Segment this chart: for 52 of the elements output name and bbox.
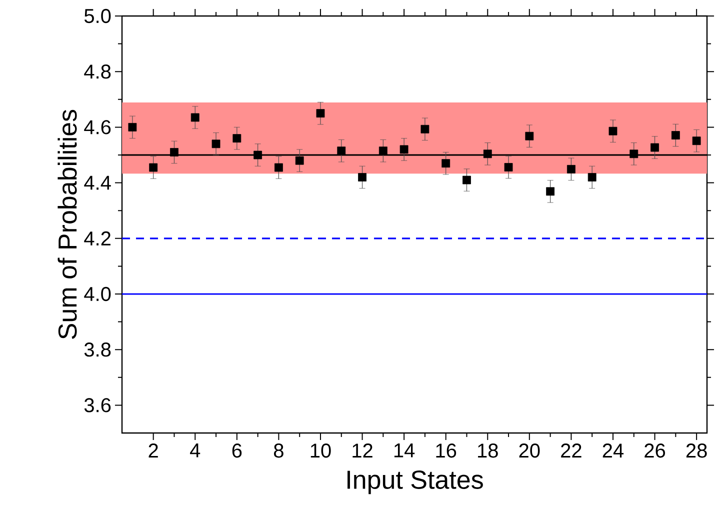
point [400, 145, 408, 154]
x-tick-label: 12 [352, 444, 372, 458]
x-tick-label: 18 [478, 444, 498, 458]
y-tick-label: 4.0 [84, 286, 111, 302]
x-tick-label: 14 [394, 444, 415, 458]
point [608, 126, 618, 136]
x-tick-label: 8 [274, 444, 284, 458]
point [274, 163, 283, 172]
point [567, 164, 576, 174]
x-tick-label: 26 [644, 444, 666, 458]
x-tick-label: 22 [561, 444, 582, 458]
y-tick-label: 4.6 [84, 120, 111, 134]
point [483, 150, 492, 158]
y-tick-label: 3.8 [84, 342, 111, 357]
point [316, 109, 325, 118]
y-tick-label: 5.0 [84, 8, 111, 24]
y-tick-label: 4.4 [84, 176, 111, 190]
x-tick-label: 20 [519, 444, 540, 458]
point [692, 136, 701, 146]
point [546, 187, 555, 196]
point [462, 176, 471, 184]
point [212, 140, 220, 148]
x-tick-label: 28 [686, 444, 707, 458]
point [630, 150, 638, 158]
y-axis-title: Sum of Probabilities [58, 110, 77, 339]
x-tick-label: 24 [602, 444, 624, 458]
point [504, 163, 513, 172]
y-tick-label: 4.2 [84, 231, 110, 246]
point [671, 131, 680, 140]
x-tick-label: 6 [232, 444, 242, 458]
x-tick-label: 2 [148, 444, 158, 458]
point [295, 156, 304, 165]
point [420, 124, 430, 134]
point [442, 159, 450, 168]
point [170, 148, 178, 156]
point [650, 143, 659, 152]
point [378, 146, 388, 156]
x-tick-label: 10 [310, 444, 331, 458]
point [232, 134, 242, 143]
point [149, 163, 158, 172]
point [190, 113, 200, 122]
point [588, 173, 596, 182]
y-tick-label: 3.6 [84, 398, 111, 412]
point [525, 132, 534, 140]
x-axis-title: Input States [348, 470, 483, 494]
point [254, 150, 262, 160]
x-tick-label: 4 [190, 444, 200, 458]
y-tick-label: 4.8 [84, 64, 111, 79]
point [358, 173, 366, 182]
point [337, 146, 346, 156]
point [128, 123, 137, 132]
x-tick-label: 16 [436, 444, 456, 458]
